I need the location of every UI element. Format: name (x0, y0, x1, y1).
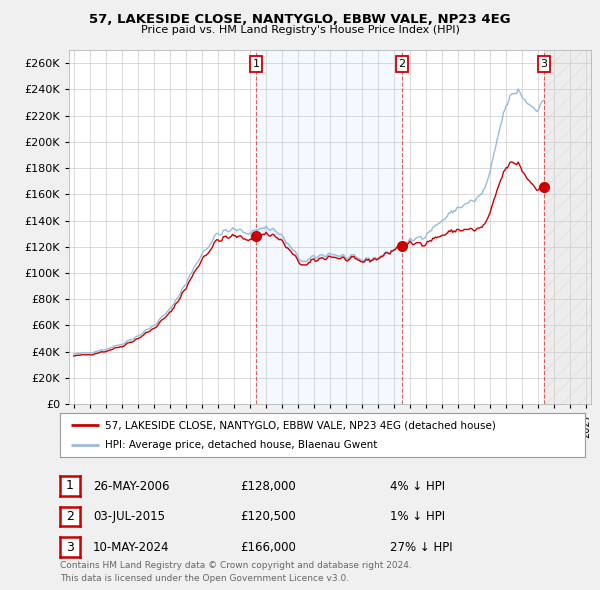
Text: 2: 2 (398, 59, 406, 69)
Text: 2: 2 (66, 510, 74, 523)
Bar (256, 50, 402, 404)
Text: 3: 3 (66, 540, 74, 554)
Text: £128,000: £128,000 (240, 480, 296, 493)
Text: HPI: Average price, detached house, Blaenau Gwent: HPI: Average price, detached house, Blae… (104, 440, 377, 450)
Text: Price paid vs. HM Land Registry's House Price Index (HPI): Price paid vs. HM Land Registry's House … (140, 25, 460, 35)
Bar (544, 50, 591, 404)
Text: 4% ↓ HPI: 4% ↓ HPI (390, 480, 445, 493)
Text: 03-JUL-2015: 03-JUL-2015 (93, 510, 165, 523)
Text: 26-MAY-2006: 26-MAY-2006 (93, 480, 170, 493)
Text: 1: 1 (66, 479, 74, 493)
Text: 27% ↓ HPI: 27% ↓ HPI (390, 541, 452, 554)
Text: 1: 1 (253, 59, 260, 69)
Text: 1% ↓ HPI: 1% ↓ HPI (390, 510, 445, 523)
Text: Contains HM Land Registry data © Crown copyright and database right 2024.: Contains HM Land Registry data © Crown c… (60, 561, 412, 571)
Text: 3: 3 (541, 59, 547, 69)
Text: £120,500: £120,500 (240, 510, 296, 523)
Text: This data is licensed under the Open Government Licence v3.0.: This data is licensed under the Open Gov… (60, 574, 349, 584)
Text: 57, LAKESIDE CLOSE, NANTYGLO, EBBW VALE, NP23 4EG (detached house): 57, LAKESIDE CLOSE, NANTYGLO, EBBW VALE,… (104, 421, 496, 430)
Text: £166,000: £166,000 (240, 541, 296, 554)
Text: 10-MAY-2024: 10-MAY-2024 (93, 541, 170, 554)
Text: 57, LAKESIDE CLOSE, NANTYGLO, EBBW VALE, NP23 4EG: 57, LAKESIDE CLOSE, NANTYGLO, EBBW VALE,… (89, 13, 511, 26)
